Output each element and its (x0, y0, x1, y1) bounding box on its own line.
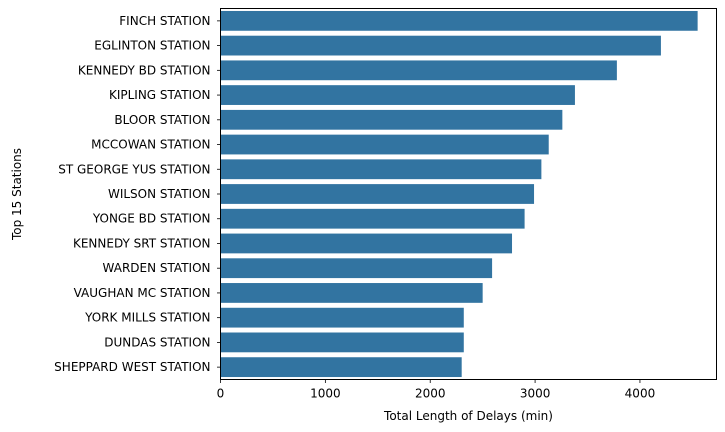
plot-frame (220, 8, 717, 380)
bar (220, 283, 483, 303)
y-tick-label: ST GEORGE YUS STATION (58, 162, 210, 176)
y-tick-label: SHEPPARD WEST STATION (54, 360, 210, 374)
bar (220, 332, 464, 353)
x-tick-label: 0 (217, 387, 225, 401)
bar (220, 134, 549, 155)
y-tick-label: YORK MILLS STATION (84, 311, 210, 325)
y-tick-label: KENNEDY BD STATION (78, 63, 211, 77)
x-axis-label: Total Length of Delays (min) (383, 409, 553, 423)
y-tick-label: FINCH STATION (119, 14, 210, 28)
x-tick-label: 4000 (625, 387, 656, 401)
bar (220, 258, 493, 279)
y-tick-label: VAUGHAN MC STATION (74, 286, 211, 300)
y-tick-label: WARDEN STATION (103, 261, 211, 275)
y-tick-label: WILSON STATION (108, 187, 211, 201)
y-tick-label: MCCOWAN STATION (91, 138, 210, 152)
bar (220, 35, 661, 56)
bar (220, 60, 617, 81)
x-tick-label: 3000 (520, 387, 551, 401)
bar (220, 10, 698, 31)
bar (220, 109, 563, 130)
y-axis-label: Top 15 Stations (10, 148, 24, 241)
y-tick-label: DUNDAS STATION (104, 335, 210, 349)
y-tick-label: KENNEDY SRT STATION (73, 236, 211, 250)
y-tick-label: EGLINTON STATION (94, 39, 210, 53)
x-tick-label: 2000 (415, 387, 446, 401)
y-tick-label: YONGE BD STATION (92, 212, 211, 226)
x-tick-label: 1000 (310, 387, 341, 401)
bar (220, 233, 513, 254)
x-axis-ticks: 0 1000 2000 3000 4000 (217, 379, 656, 401)
bar (220, 357, 462, 378)
bar (220, 307, 464, 328)
y-tick-label: KIPLING STATION (109, 88, 211, 102)
bar (220, 159, 542, 180)
bar (220, 85, 575, 105)
bar (220, 184, 535, 204)
y-axis-ticks: FINCH STATION EGLINTON STATION KENNEDY BD … (54, 14, 221, 374)
y-tick-label: BLOOR STATION (114, 113, 210, 127)
bars-group (220, 10, 698, 378)
bar (220, 208, 525, 229)
